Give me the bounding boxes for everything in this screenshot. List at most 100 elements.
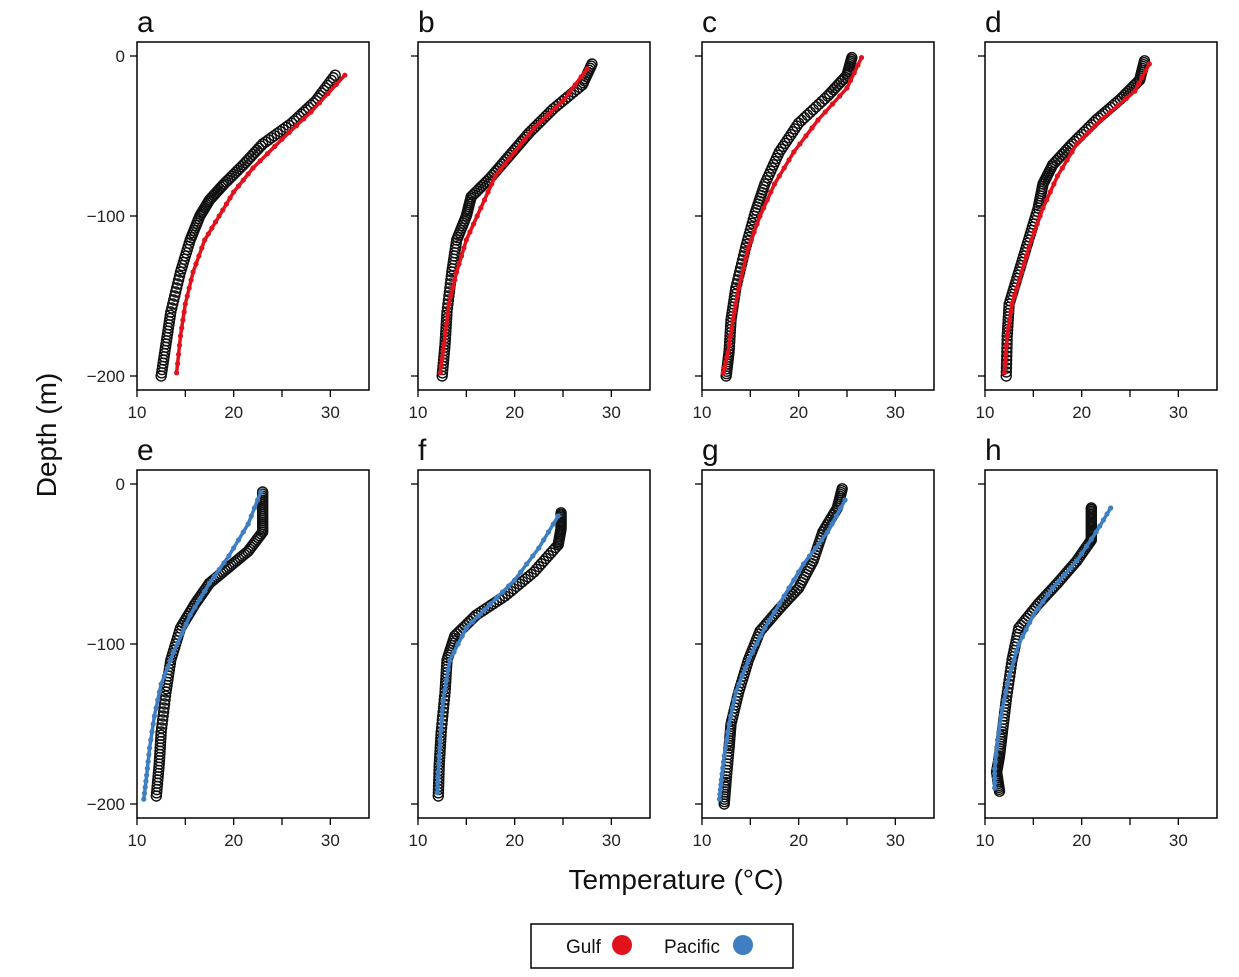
x-tick-label: 10 xyxy=(976,403,995,422)
model-point xyxy=(202,237,208,243)
model-point xyxy=(1021,261,1027,267)
model-point xyxy=(1100,517,1107,523)
model-point xyxy=(1006,673,1012,679)
observed-point xyxy=(798,112,811,124)
model-point xyxy=(1135,81,1142,87)
model-point xyxy=(572,82,578,88)
panel-b: b 10 20 30 xyxy=(409,6,651,422)
model-point xyxy=(439,717,445,723)
observed-point xyxy=(471,185,483,197)
observed-point xyxy=(816,95,828,108)
model-point xyxy=(584,66,590,72)
observed-point xyxy=(783,131,795,144)
panel-d: d 10 20 30 xyxy=(976,6,1218,422)
model-point xyxy=(1028,237,1034,243)
model-point xyxy=(1003,689,1009,695)
model-line-gulf xyxy=(721,55,864,375)
model-point xyxy=(999,705,1006,711)
model-point xyxy=(151,713,157,719)
model-point xyxy=(1016,277,1022,283)
model-point xyxy=(333,81,339,87)
model-point xyxy=(731,309,737,315)
observed-point xyxy=(801,109,814,121)
model-point xyxy=(174,370,180,376)
panel-f: f 10 20 30 xyxy=(409,434,651,850)
y-tick-label: −100 xyxy=(87,635,125,654)
model-point xyxy=(507,155,513,161)
model-point xyxy=(1008,665,1015,671)
model-point xyxy=(1047,189,1053,195)
model-point xyxy=(771,181,778,187)
model-point xyxy=(1013,649,1020,655)
model-point xyxy=(815,117,821,123)
panel-label-f: f xyxy=(418,434,427,467)
y-tick-label: −200 xyxy=(87,795,125,814)
x-tick-label: 20 xyxy=(789,403,808,422)
model-point xyxy=(441,341,447,347)
model-point xyxy=(992,785,998,791)
model-point xyxy=(221,560,227,566)
model-point xyxy=(187,612,193,618)
model-point xyxy=(838,505,844,511)
model-point xyxy=(994,744,1000,750)
model-point xyxy=(743,255,749,261)
model-point xyxy=(188,277,194,283)
model-point xyxy=(206,580,213,586)
x-tick-label: 20 xyxy=(505,831,524,850)
model-point xyxy=(1002,361,1008,367)
model-point xyxy=(150,721,156,727)
model-point xyxy=(1139,75,1145,81)
observed-point xyxy=(237,159,250,171)
model-point xyxy=(220,207,226,213)
panel-frame-g xyxy=(701,469,935,819)
model-point xyxy=(301,116,307,122)
legend: Gulf Pacific xyxy=(530,923,794,969)
model-point xyxy=(146,745,153,751)
model-point xyxy=(740,265,747,271)
model-point xyxy=(209,225,215,231)
model-point xyxy=(728,713,734,719)
model-point xyxy=(720,765,726,771)
model-point xyxy=(493,595,500,601)
model-point xyxy=(190,269,196,275)
model-point xyxy=(445,311,451,317)
model-point xyxy=(153,705,159,711)
model-point xyxy=(141,790,148,796)
observed-point xyxy=(813,98,825,110)
model-point xyxy=(1003,342,1010,348)
observed-point xyxy=(720,370,732,382)
model-point xyxy=(435,769,441,775)
model-point xyxy=(526,131,532,137)
panel-e: e 10 20 30 0 −100 −200 xyxy=(87,434,370,850)
model-point xyxy=(720,370,726,376)
model-point xyxy=(1054,173,1061,179)
model-point xyxy=(181,309,187,315)
x-tick-label: 30 xyxy=(886,403,905,422)
model-point xyxy=(719,771,725,777)
observed-point xyxy=(718,798,730,810)
model-point xyxy=(996,729,1002,735)
model-point xyxy=(720,759,727,765)
model-point xyxy=(264,151,271,157)
observed-point xyxy=(775,143,787,155)
model-point xyxy=(437,370,443,376)
x-tick-label: 20 xyxy=(224,831,243,850)
model-point xyxy=(481,197,488,203)
x-tick-label: 30 xyxy=(321,403,340,422)
model-point xyxy=(492,173,498,179)
model-point xyxy=(1003,351,1009,357)
x-tick-label: 10 xyxy=(976,831,995,850)
observed-point xyxy=(481,601,494,614)
model-point xyxy=(993,751,999,758)
model-point xyxy=(216,213,222,219)
model-point xyxy=(167,657,174,663)
y-tick-label: −100 xyxy=(87,207,125,226)
model-point xyxy=(738,275,744,281)
observed-point xyxy=(229,166,242,179)
model-point xyxy=(809,125,815,131)
observed-point xyxy=(807,103,819,116)
model-point xyxy=(175,361,181,367)
observed-point xyxy=(475,181,487,193)
model-point xyxy=(440,348,446,354)
